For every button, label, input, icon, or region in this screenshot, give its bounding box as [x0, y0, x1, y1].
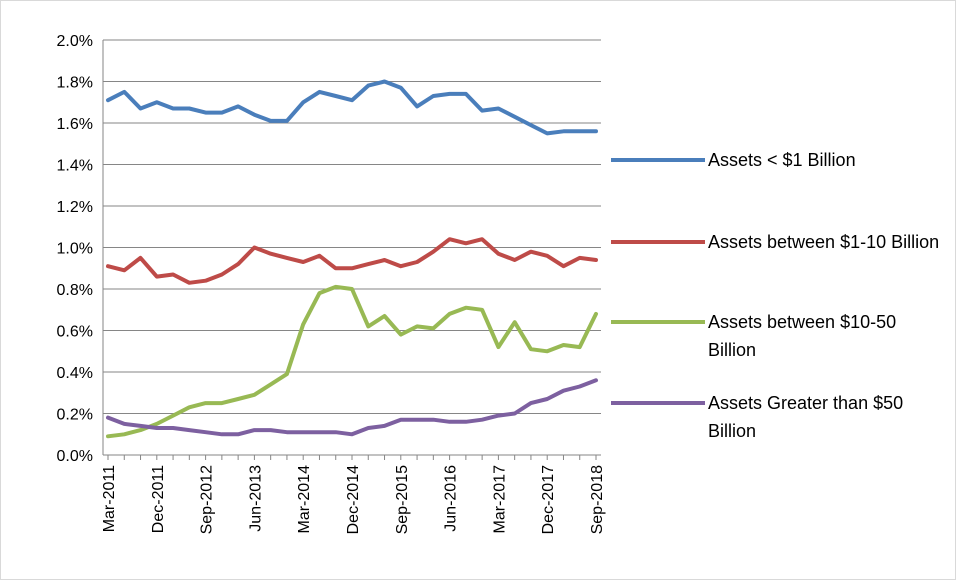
x-tick-label: Mar-2014: [296, 465, 313, 534]
series-line: [106, 79, 598, 136]
x-tick-label: Jun-2016: [443, 465, 460, 532]
legend-label: Assets Greater than $50 Billion: [708, 393, 904, 441]
series-line: [106, 284, 598, 439]
y-tick-label: 0.4%: [57, 365, 93, 382]
legend-item: Assets between $10-50 Billion: [611, 308, 941, 364]
legend-label: Assets between $10-50 Billion: [708, 312, 897, 360]
legend-swatch: [611, 320, 705, 324]
series-line: [106, 378, 598, 437]
y-tick-label: 2.0%: [57, 33, 93, 50]
y-tick-label: 1.0%: [57, 241, 93, 258]
x-tick-label: Dec-2011: [150, 465, 167, 533]
y-tick-label: 1.6%: [57, 116, 93, 133]
y-tick-label: 0.0%: [57, 448, 93, 465]
y-tick-label: 1.8%: [57, 75, 93, 92]
y-tick-label: 0.8%: [57, 282, 93, 299]
legend-item: Assets < $1 Billion: [611, 146, 941, 174]
x-tick-label: Sep-2015: [394, 465, 411, 534]
legend-item: Assets Greater than $50 Billion: [611, 389, 941, 445]
y-tick-label: 1.2%: [57, 199, 93, 216]
legend-swatch: [611, 401, 705, 405]
series-line: [106, 237, 598, 285]
y-tick-label: 0.6%: [57, 324, 93, 341]
x-tick-label: Dec-2017: [540, 465, 557, 534]
x-tick-label: Mar-2011: [101, 465, 118, 532]
y-tick-label: 1.4%: [57, 158, 93, 175]
legend-item: Assets between $1-10 Billion: [611, 228, 941, 256]
legend-label: Assets between $1-10 Billion: [708, 232, 940, 252]
x-tick-label: Dec-2014: [345, 465, 362, 534]
x-tick-label: Sep-2012: [199, 465, 216, 534]
y-tick-label: 0.2%: [57, 407, 93, 424]
legend-label: Assets < $1 Billion: [708, 150, 856, 170]
legend-swatch: [611, 240, 705, 244]
legend-swatch: [611, 158, 705, 162]
x-tick-label: Mar-2017: [491, 465, 508, 534]
x-tick-label: Jun-2013: [247, 465, 264, 532]
x-tick-label: Sep-2018: [589, 465, 606, 534]
